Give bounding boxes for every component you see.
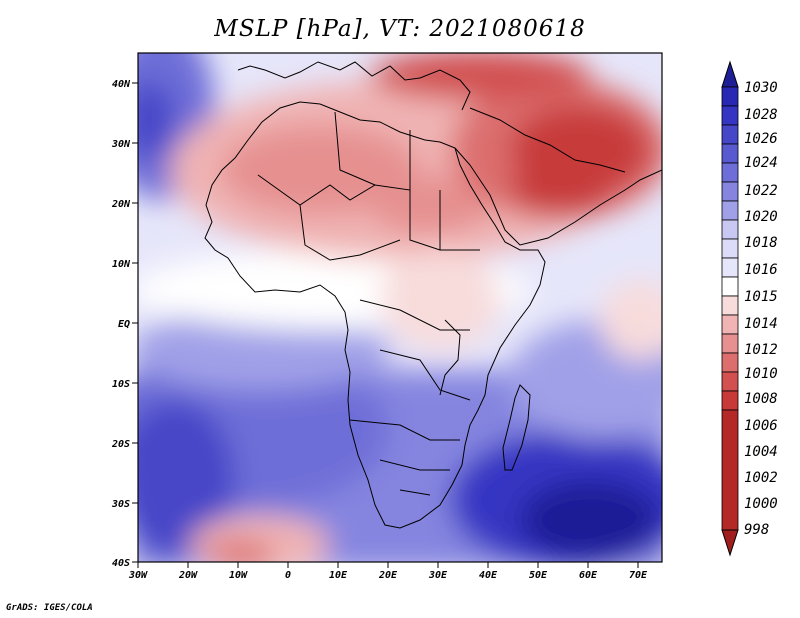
lon-label: 40E xyxy=(479,570,498,581)
lat-label: 20N xyxy=(111,199,131,210)
colorbar-label: 1012 xyxy=(744,342,778,358)
colorbar-label: 1026 xyxy=(744,131,778,147)
colorbar-swatch xyxy=(721,352,739,373)
lon-label: 70E xyxy=(629,570,648,581)
colorbar-swatch xyxy=(721,371,739,392)
colorbar-label: 1022 xyxy=(744,183,778,199)
lat-label: EQ xyxy=(118,319,130,330)
credit-text: GrADS: IGES/COLA xyxy=(6,603,93,613)
colorbar-top-arrow xyxy=(721,60,739,88)
colorbar-swatch xyxy=(721,409,739,531)
lat-label: 20S xyxy=(111,439,130,450)
colorbar-swatch xyxy=(721,333,739,354)
colorbar-label: 1002 xyxy=(744,470,778,486)
lat-label: 10S xyxy=(112,379,130,390)
colorbar-swatch xyxy=(721,105,739,126)
lat-label: 30S xyxy=(111,499,130,510)
lon-label: 0 xyxy=(285,570,291,581)
lat-label: 40S xyxy=(112,558,130,569)
colorbar-bottom-arrow xyxy=(721,529,739,557)
colorbar-label: 1018 xyxy=(744,235,778,251)
colorbar-swatch xyxy=(721,295,739,316)
colorbar-label: 1010 xyxy=(744,366,778,382)
colorbar-label: 998 xyxy=(744,522,769,538)
colorbar-label: 1000 xyxy=(744,496,778,512)
colorbar-swatch xyxy=(721,238,739,259)
lat-label: 30N xyxy=(111,139,131,150)
colorbar-swatch xyxy=(721,181,739,202)
colorbar-label: 1008 xyxy=(744,391,778,407)
colorbar-label: 1014 xyxy=(744,316,778,332)
colorbar-swatch xyxy=(721,390,739,411)
lon-axis: 30W 20W 10W 0 10E 20E 30E 40E 50E 60E 70… xyxy=(128,562,648,581)
lon-label: 10E xyxy=(329,570,348,581)
coastlines xyxy=(204,61,662,529)
colorbar-swatch xyxy=(721,257,739,278)
lon-label: 30W xyxy=(128,570,148,581)
colorbar-swatch xyxy=(721,219,739,240)
colorbar-swatch xyxy=(721,200,739,221)
map-title: MSLP [hPa], VT: 2021080618 xyxy=(214,16,586,42)
colorbar: 1030 1028 1026 1024 1022 1020 1018 1016 … xyxy=(721,60,778,557)
lat-axis: 40N 30N 20N 10N EQ 10S 20S 30S 40S xyxy=(111,79,138,569)
lon-label: 50E xyxy=(529,570,548,581)
colorbar-label: 1015 xyxy=(744,289,778,305)
colorbar-swatch xyxy=(721,86,739,107)
colorbar-swatch xyxy=(721,143,739,164)
colorbar-label: 1016 xyxy=(744,262,778,278)
colorbar-label: 1030 xyxy=(744,80,778,96)
colorbar-swatch xyxy=(721,162,739,183)
lat-label: 10N xyxy=(112,259,131,270)
colorbar-label: 1020 xyxy=(744,209,778,225)
colorbar-label: 1006 xyxy=(744,418,778,434)
colorbar-swatch xyxy=(721,276,739,297)
colorbar-label: 1004 xyxy=(744,444,778,460)
colorbar-swatch xyxy=(721,314,739,335)
lon-label: 20E xyxy=(378,570,398,581)
plot-frame xyxy=(137,52,663,563)
lon-label: 60E xyxy=(579,570,598,581)
lat-label: 40N xyxy=(112,79,131,90)
colorbar-label: 1028 xyxy=(744,107,778,123)
lon-label: 20W xyxy=(178,570,198,581)
pressure-field xyxy=(138,53,662,562)
colorbar-label: 1024 xyxy=(744,155,778,171)
lon-label: 30E xyxy=(428,570,448,581)
colorbar-swatch xyxy=(721,124,739,145)
lon-label: 10W xyxy=(229,570,248,581)
